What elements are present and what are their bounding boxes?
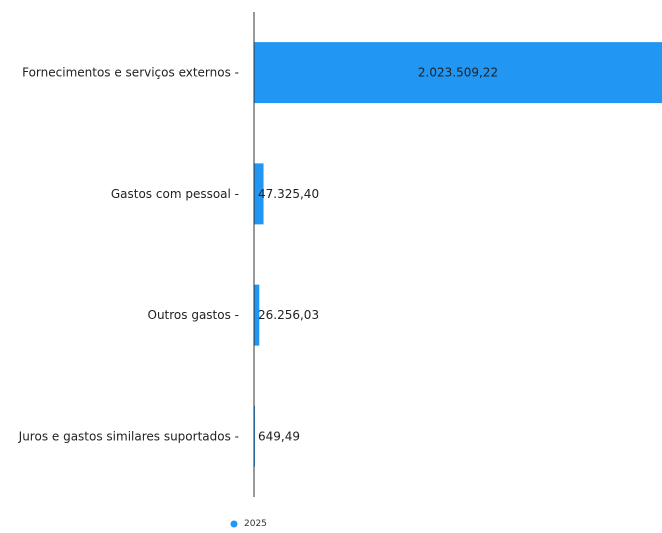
category-label-1: Gastos com pessoal - (111, 187, 239, 201)
legend-marker (230, 520, 238, 528)
category-labels: Fornecimentos e serviços externos - Gasto… (18, 66, 239, 444)
value-label-0: 2.023.509,22 (418, 66, 498, 80)
category-label-0: Fornecimentos e serviços externos - (22, 66, 239, 80)
bar-1[interactable] (254, 163, 264, 225)
bar-0[interactable] (254, 42, 662, 104)
category-label-3: Juros e gastos similares suportados - (18, 429, 239, 443)
value-labels: 2.023.509,22 47.325,40 26.256,03 649,49 (258, 66, 498, 444)
value-label-2: 26.256,03 (258, 308, 319, 322)
bars-layer (254, 42, 662, 467)
value-label-1: 47.325,40 (258, 187, 319, 201)
legend-label: 2025 (244, 519, 267, 529)
legend[interactable]: 2025 (230, 519, 267, 529)
value-label-3: 649,49 (258, 429, 300, 443)
category-label-2: Outros gastos - (148, 308, 240, 322)
bar-2[interactable] (254, 284, 260, 346)
